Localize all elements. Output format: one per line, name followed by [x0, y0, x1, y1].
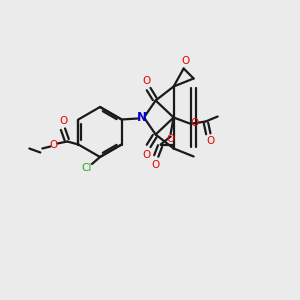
Text: O: O	[152, 160, 160, 170]
Text: O: O	[190, 118, 199, 128]
Text: O: O	[59, 116, 68, 125]
Text: N: N	[137, 111, 147, 124]
Text: Cl: Cl	[82, 163, 92, 173]
Text: O: O	[142, 149, 151, 160]
Text: O: O	[182, 56, 190, 67]
Text: O: O	[167, 134, 175, 145]
Text: O: O	[49, 140, 58, 149]
Text: O: O	[142, 76, 151, 85]
Text: O: O	[206, 136, 215, 146]
